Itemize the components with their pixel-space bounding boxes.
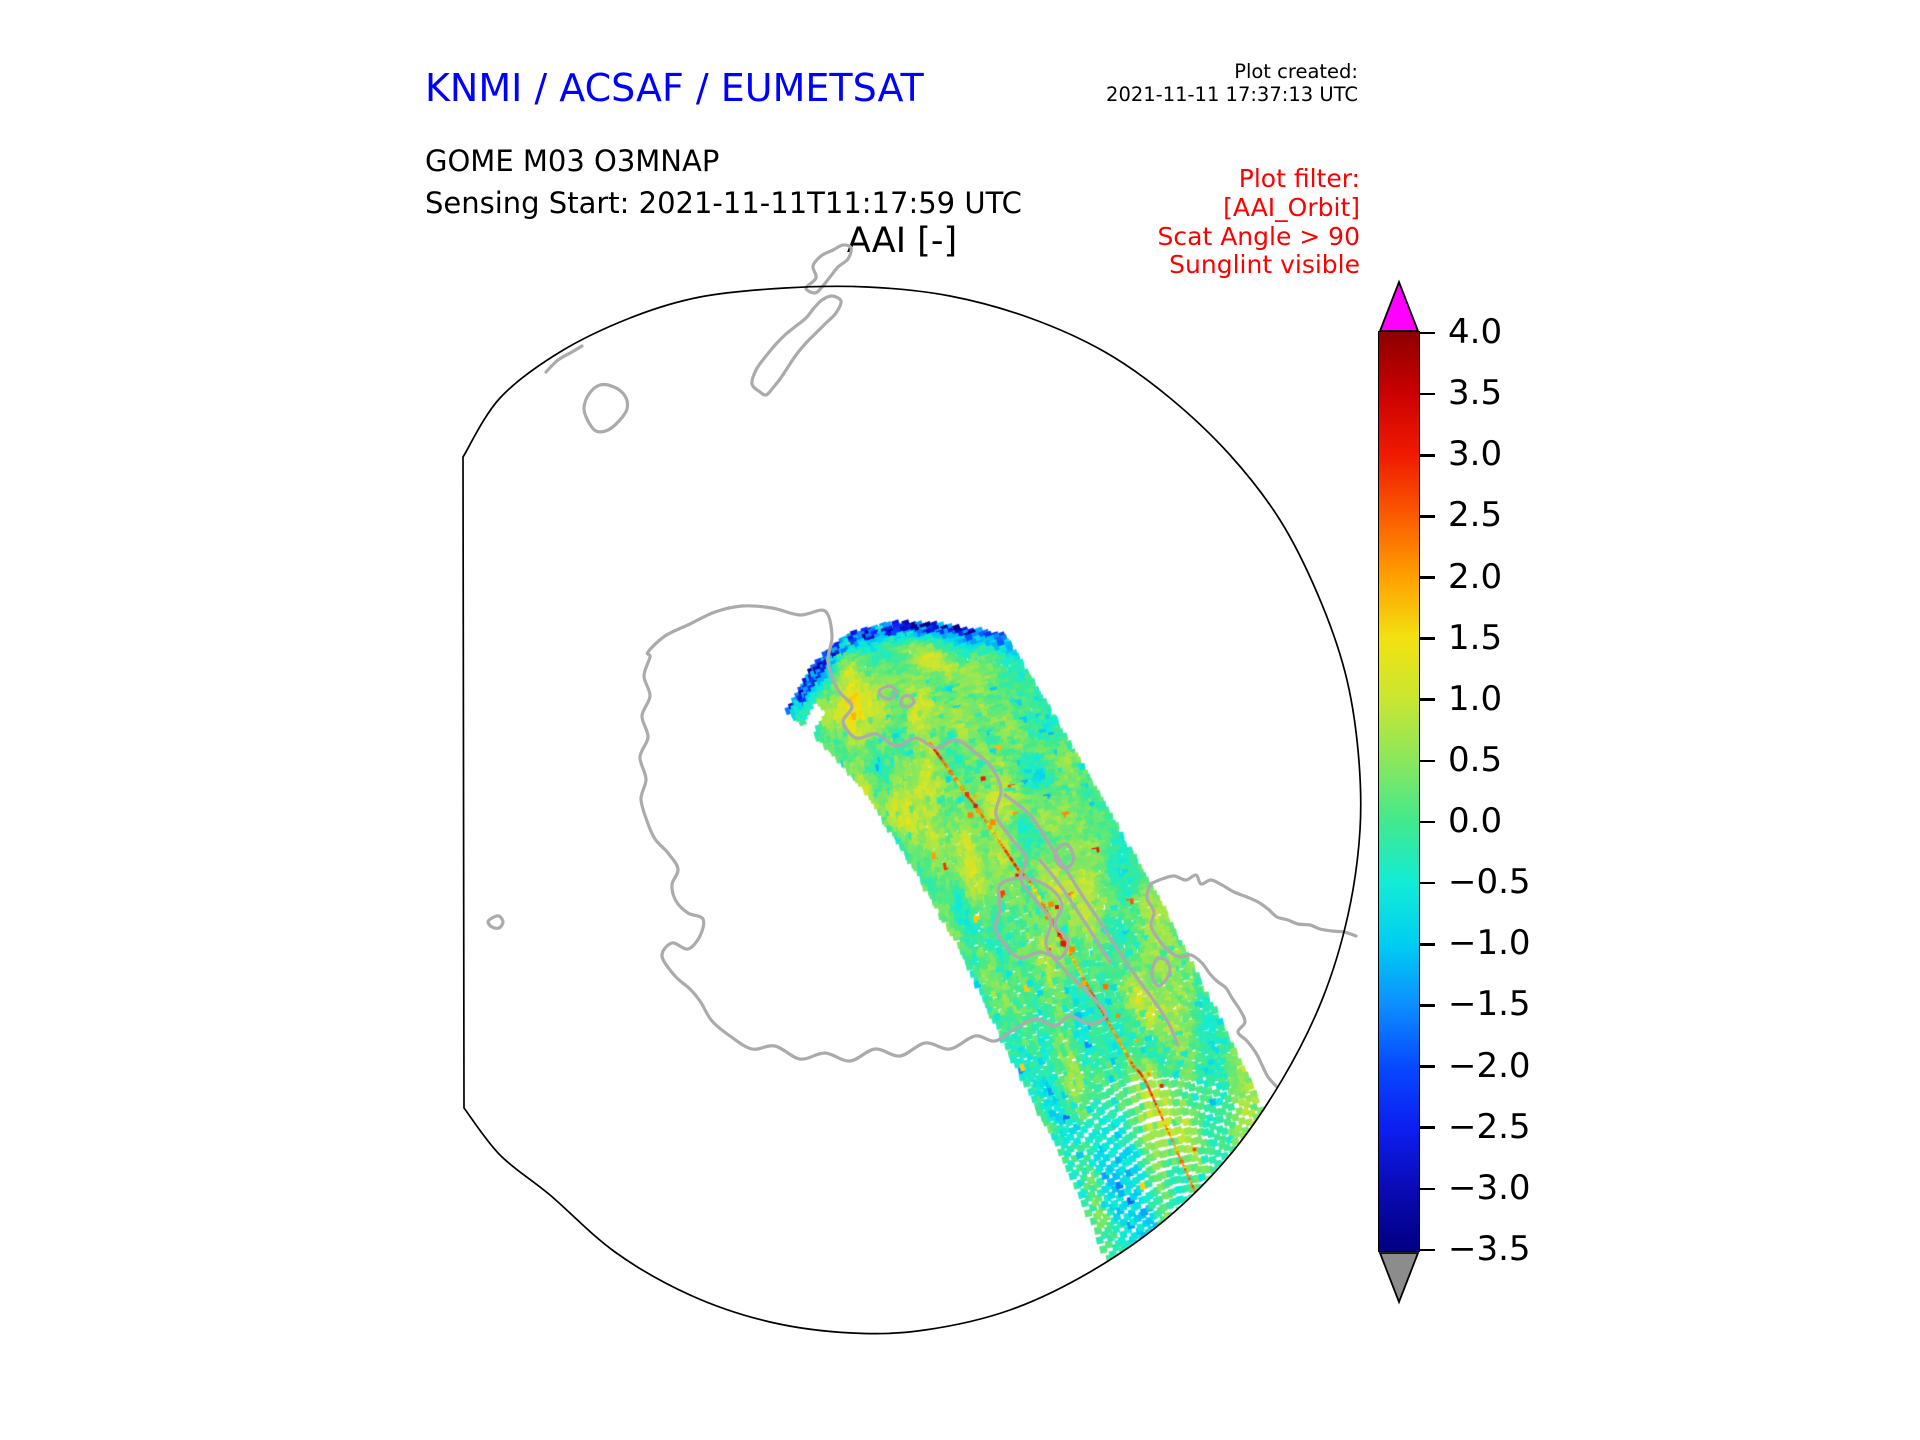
colorbar-tick-label: 4.0 xyxy=(1448,312,1503,353)
colorbar-tick-mark xyxy=(1420,331,1435,335)
colorbar-tick-label: 2.5 xyxy=(1448,495,1503,536)
colorbar-tick-mark xyxy=(1420,881,1435,885)
colorbar-tick-mark xyxy=(1420,943,1435,946)
colorbar-tick-mark xyxy=(1420,392,1435,396)
colorbar-tick-label: 3.5 xyxy=(1448,373,1503,414)
colorbar-tick-mark xyxy=(1420,515,1435,518)
colorbar-tick-mark xyxy=(1420,820,1435,824)
colorbar-tick-label: −0.5 xyxy=(1448,862,1531,903)
colorbar-over-arrow xyxy=(1378,279,1420,332)
colorbar-tick-label: 0.0 xyxy=(1448,801,1503,842)
colorbar-tick-mark xyxy=(1420,1248,1435,1252)
colorbar-gradient xyxy=(1378,331,1420,1252)
map-boundary-outline xyxy=(462,285,1362,1335)
colorbar-tick-mark xyxy=(1420,1065,1435,1068)
colorbar-tick-mark xyxy=(1420,1126,1435,1129)
colorbar-tick-label: −1.5 xyxy=(1448,984,1531,1025)
colorbar-tick-label: −3.0 xyxy=(1448,1168,1531,1209)
colorbar-tick-mark xyxy=(1420,576,1435,579)
colorbar-tick-label: −3.5 xyxy=(1448,1229,1531,1270)
colorbar-tick-label: 1.0 xyxy=(1448,678,1503,719)
colorbar-tick-label: 3.0 xyxy=(1448,434,1503,475)
colorbar-tick-mark xyxy=(1420,453,1435,457)
colorbar-tick-label: −2.0 xyxy=(1448,1045,1531,1086)
colorbar-tick-label: 1.5 xyxy=(1448,617,1503,658)
colorbar-tick-label: −1.0 xyxy=(1448,923,1531,964)
colorbar-tick-label: −2.5 xyxy=(1448,1106,1531,1147)
colorbar-tick-label: 2.0 xyxy=(1448,556,1503,597)
colorbar-tick-mark xyxy=(1420,637,1435,640)
colorbar-tick-mark xyxy=(1420,759,1435,763)
colorbar-tick-label: 0.5 xyxy=(1448,740,1503,781)
coastlines xyxy=(486,243,1358,1089)
colorbar-under-arrow xyxy=(1378,1252,1420,1305)
colorbar-tick-mark xyxy=(1420,1004,1435,1007)
colorbar-tick-mark xyxy=(1420,1187,1435,1191)
colorbar-tick-mark xyxy=(1420,698,1435,702)
